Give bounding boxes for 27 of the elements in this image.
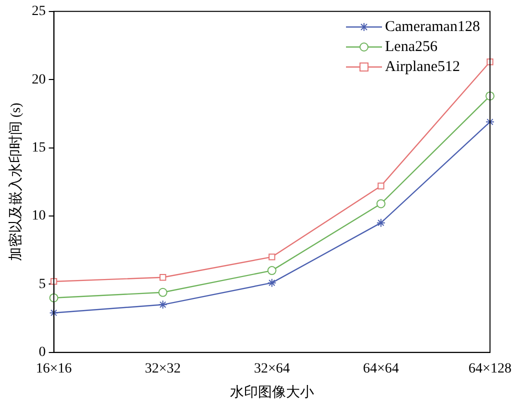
point [267,266,276,276]
x-tick-label: 32×64 [254,361,290,376]
point [378,182,384,190]
point [486,58,494,66]
point [160,274,166,281]
y-axis-title: 加密以及嵌入水印时间 (s) [8,102,24,262]
y-tick-label: 0 [38,345,46,360]
point [49,308,58,318]
x-tick-label: 64×64 [362,361,399,376]
y-tick-label: 5 [38,276,46,292]
y-tick-label: 15 [32,140,46,156]
point [158,288,168,297]
point [268,254,276,260]
y-tick-label: 10 [32,208,46,224]
point [158,300,168,310]
x-axis-title: 水印图像大小 [230,384,314,400]
x-tick-label: 32×32 [144,361,181,376]
x-tick-label: 16×16 [36,361,72,376]
legend-label: Airplane512 [385,58,460,78]
legend-label: Lena256 [385,38,438,58]
point [376,199,386,208]
x-tick-label: 64×128 [468,361,512,376]
point [267,278,276,288]
y-tick-label: 20 [32,72,46,88]
legend-label: Cameraman128 [385,18,480,38]
y-tick-label: 25 [32,4,46,20]
point [376,218,386,228]
